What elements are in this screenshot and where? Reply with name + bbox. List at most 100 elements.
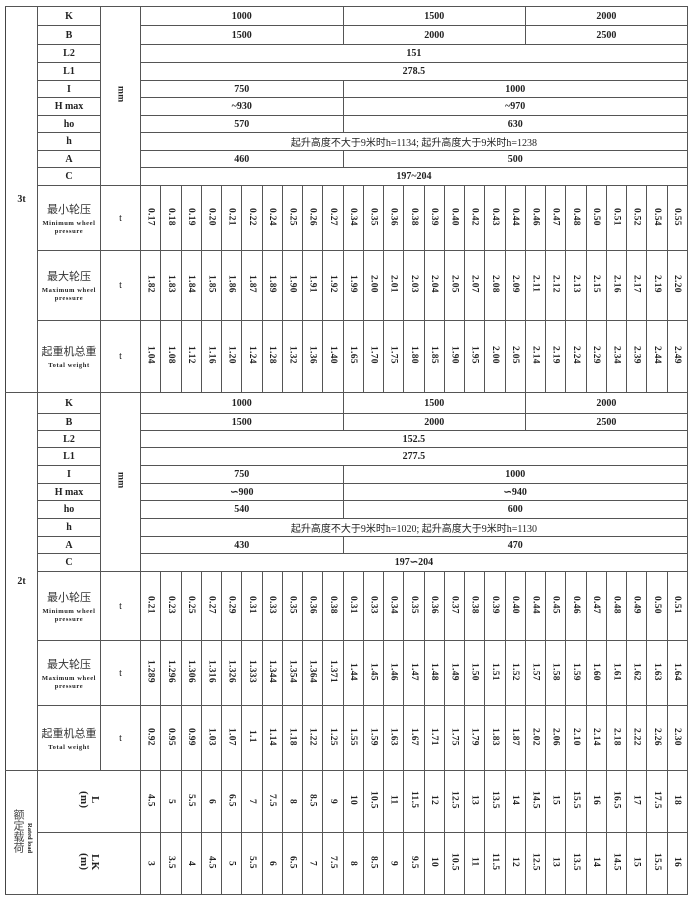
data-cell: 1.28 [261,320,283,393]
param-value: 630 [342,115,688,133]
data-cell: 0.17 [139,185,162,251]
data-cell: 0.23 [160,571,182,641]
data-row: 最大轮压 Maximum wheel pressure t 1.289 1.296 1.3… [6,640,688,706]
param-row-a: A 460 500 [6,150,688,168]
data-value: 0.33 [368,595,379,614]
data-cell: 1.90 [281,250,304,321]
data-cell: 2.02 [524,705,547,771]
row-unit: t [100,185,141,251]
data-value: 0.35 [287,595,298,614]
data-cell: 2.13 [565,250,587,321]
rated-value: 6 [267,860,278,866]
data-cell: 1.64 [666,640,688,706]
rated-value-cell: 13 [464,770,486,833]
data-cell: 1.296 [160,640,182,706]
data-cell: 1.16 [200,320,223,393]
data-value: 2.49 [672,346,683,364]
rated-row-l: 额定载荷 Rated load L (m) 4.5 5 5.5 6 6.5 7 7.5 8 8.5 9 10… [5,770,688,895]
data-value: 0.21 [145,595,156,614]
rated-value-cell: 8.5 [362,832,385,895]
param-name: I [37,465,101,484]
param-value: 500 [342,150,688,168]
data-cell: 2.49 [666,320,688,393]
data-value: 1.83 [165,275,176,293]
rated-value-cell: 7.5 [261,770,283,833]
rated-value-cell: 16 [585,770,607,833]
data-value: 2.13 [570,275,581,293]
data-cell: 1.71 [423,705,445,771]
data-cell: 1.57 [524,640,547,706]
rated-value-cell: 12.5 [443,770,466,833]
param-value: 1000 [342,465,688,484]
data-value: 1.14 [267,727,278,746]
data-value: 2.16 [611,275,622,293]
data-cell: 0.40 [443,185,466,251]
data-cell: 2.11 [524,250,547,321]
data-value: 0.48 [570,207,581,226]
rated-value-cell: 15 [545,770,567,833]
rated-value-cell: 6 [261,832,283,895]
data-cell: 1.20 [220,320,243,393]
data-value: 0.92 [145,727,156,746]
data-cell: 1.25 [322,705,344,771]
rated-value: 14.5 [530,791,541,809]
data-cell: 0.31 [342,571,364,641]
data-value: 1.32 [287,346,298,364]
data-value: 0.18 [165,207,176,226]
data-value: 2.24 [570,346,581,364]
data-cell: 1.75 [383,320,405,393]
param-name: I [37,80,101,98]
rated-value: 3.5 [165,855,176,869]
data-value: 0.17 [145,207,156,226]
rated-value: 5 [165,798,176,804]
data-value: 1.70 [368,346,379,364]
data-cell: 1.18 [281,705,304,771]
data-value: 1.59 [368,727,379,746]
param-name: A [37,150,101,168]
row-label: 最小轮压 Minimum wheel pressure [37,571,101,641]
rated-value: 16.5 [611,791,622,809]
capacity-group-label: 2t [5,392,38,771]
data-value: 1.36 [307,346,318,364]
rated-label-en: Rated load [26,822,33,853]
row-label-zh: 最小轮压 [47,591,91,604]
data-value: 2.01 [388,275,399,293]
data-cell: 1.99 [342,250,364,321]
rated-value: 6.5 [226,793,237,807]
rated-value: 10 [429,856,440,868]
unit-label: mm [115,86,126,103]
data-value: 1.20 [226,346,237,364]
data-cell: 1.65 [342,320,364,393]
rated-value: 7 [307,860,318,866]
rated-value-cell: 11.5 [403,770,425,833]
rated-value-cell: 8.5 [301,770,324,833]
rated-value-cell: 7.5 [322,832,344,895]
data-value: 1.22 [307,727,318,746]
rated-value: 17.5 [651,791,662,809]
row-unit: t [100,640,141,706]
rated-value: 6 [206,798,217,804]
param-name: ho [37,115,101,133]
data-value: 2.14 [591,727,602,746]
data-value: 0.20 [206,207,217,226]
data-cell: 0.46 [565,571,587,641]
row-label-en: Total weight [48,362,90,369]
rated-value-cell: 9 [383,832,405,895]
row-unit: t [100,250,141,321]
row-label: 最大轮压 Maximum wheel pressure [37,640,101,706]
data-value: 1.92 [327,275,338,293]
data-cell: 1.333 [241,640,263,706]
data-value: 0.50 [591,207,602,226]
rated-value: 15.5 [651,853,662,871]
param-row-hmax: H max ∽900 ∽940 [6,483,688,501]
data-value: 2.05 [510,346,521,364]
data-value: 1.289 [145,660,156,683]
rated-value-cell: 12.5 [524,832,547,895]
rated-value: 4.5 [145,793,156,807]
rated-value: 18 [672,794,683,806]
data-cell: 0.25 [180,571,202,641]
row-label-en: Maximum wheel pressure [41,674,97,690]
unit-cell: mm [100,392,141,572]
param-value: 2000 [342,25,526,45]
